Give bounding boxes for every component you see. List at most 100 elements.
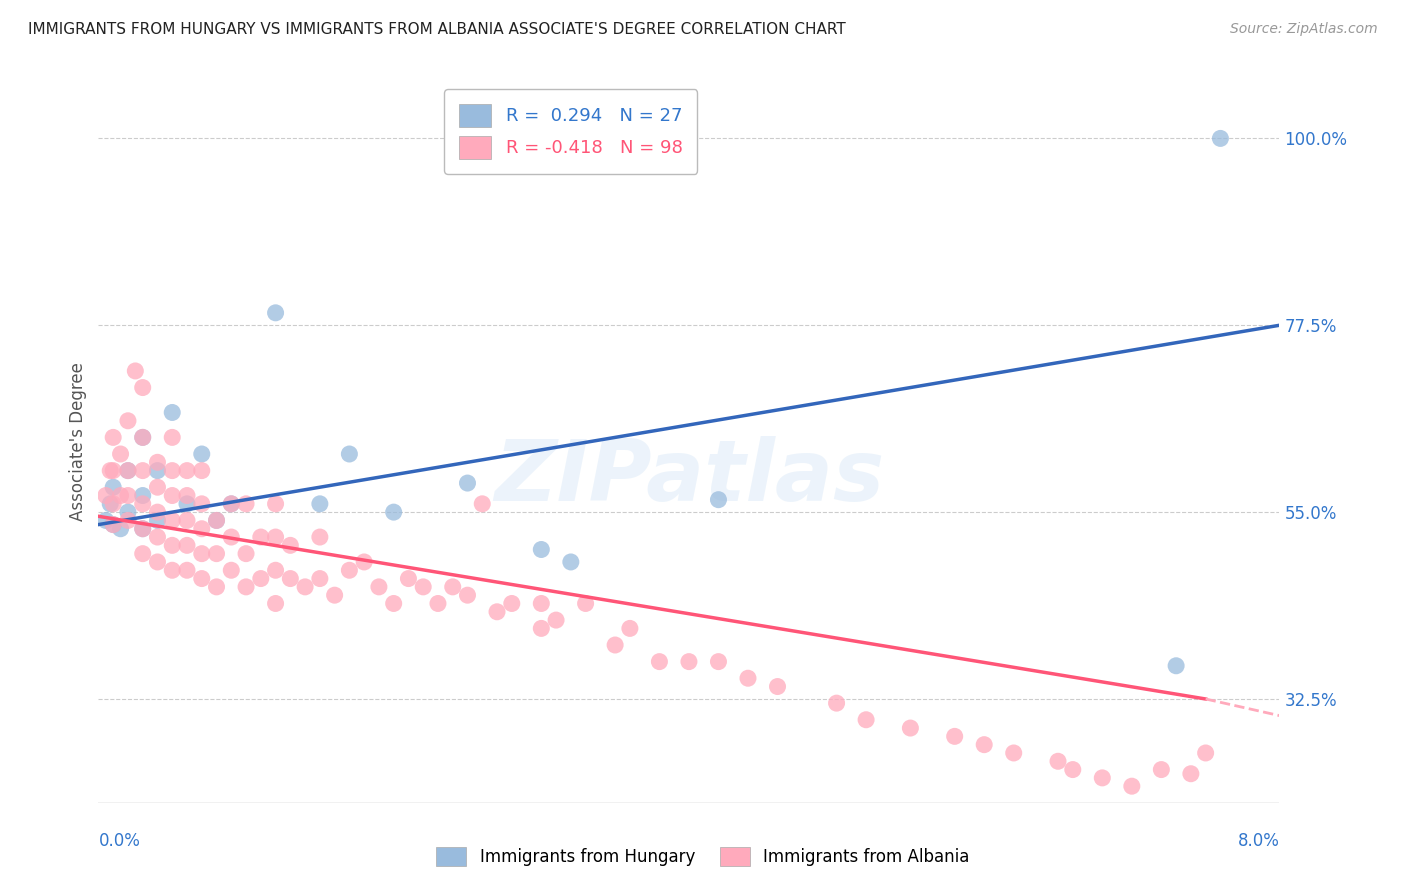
Point — [707, 655, 730, 669]
Point — [221, 497, 243, 511]
Point — [205, 513, 228, 527]
Point — [707, 492, 730, 507]
Point — [1062, 763, 1084, 777]
Point — [1121, 779, 1143, 793]
Point — [530, 597, 553, 611]
Point — [124, 364, 146, 378]
Point — [1002, 746, 1025, 760]
Point — [205, 513, 228, 527]
Point — [264, 306, 287, 320]
Point — [605, 638, 627, 652]
Point — [176, 538, 198, 552]
Point — [132, 380, 155, 394]
Point — [235, 497, 257, 511]
Point — [146, 530, 169, 544]
Point — [412, 580, 434, 594]
Legend: R =  0.294   N = 27, R = -0.418   N = 98: R = 0.294 N = 27, R = -0.418 N = 98 — [444, 89, 697, 174]
Point — [486, 605, 509, 619]
Point — [146, 505, 169, 519]
Point — [176, 464, 198, 478]
Point — [162, 464, 183, 478]
Point — [103, 430, 125, 444]
Point — [221, 563, 243, 577]
Point — [191, 547, 214, 561]
Point — [176, 513, 198, 527]
Point — [339, 447, 361, 461]
Point — [191, 447, 214, 461]
Point — [110, 447, 132, 461]
Text: ZIPatlas: ZIPatlas — [494, 436, 884, 519]
Point — [117, 489, 139, 503]
Point — [146, 464, 169, 478]
Point — [471, 497, 494, 511]
Point — [98, 497, 121, 511]
Point — [943, 730, 966, 744]
Point — [339, 563, 361, 577]
Point — [146, 513, 169, 527]
Point — [235, 547, 257, 561]
Point — [132, 430, 155, 444]
Point — [162, 489, 183, 503]
Point — [530, 542, 553, 557]
Point — [309, 530, 332, 544]
Point — [1091, 771, 1114, 785]
Point — [103, 480, 125, 494]
Point — [162, 563, 183, 577]
Point — [900, 721, 922, 735]
Point — [309, 497, 332, 511]
Point — [264, 497, 287, 511]
Point — [146, 480, 169, 494]
Point — [309, 572, 332, 586]
Point — [280, 572, 302, 586]
Point — [1180, 766, 1202, 780]
Point — [146, 555, 169, 569]
Point — [1046, 754, 1070, 768]
Point — [98, 464, 121, 478]
Point — [162, 405, 183, 419]
Point — [973, 738, 995, 752]
Point — [250, 572, 273, 586]
Point — [855, 713, 877, 727]
Point — [1195, 746, 1218, 760]
Point — [1166, 658, 1188, 673]
Point — [205, 547, 228, 561]
Point — [132, 522, 155, 536]
Point — [530, 621, 553, 635]
Point — [501, 597, 523, 611]
Point — [176, 489, 198, 503]
Point — [103, 517, 125, 532]
Point — [382, 505, 405, 519]
Point — [176, 563, 198, 577]
Text: IMMIGRANTS FROM HUNGARY VS IMMIGRANTS FROM ALBANIA ASSOCIATE'S DEGREE CORRELATIO: IMMIGRANTS FROM HUNGARY VS IMMIGRANTS FR… — [28, 22, 846, 37]
Point — [575, 597, 598, 611]
Point — [1209, 131, 1232, 145]
Point — [427, 597, 450, 611]
Point — [132, 489, 155, 503]
Point — [250, 530, 273, 544]
Point — [441, 580, 464, 594]
Point — [648, 655, 671, 669]
Point — [132, 497, 155, 511]
Point — [110, 489, 132, 503]
Point — [162, 430, 183, 444]
Point — [191, 572, 214, 586]
Point — [132, 522, 155, 536]
Point — [94, 513, 117, 527]
Point — [323, 588, 346, 602]
Point — [103, 497, 125, 511]
Point — [619, 621, 641, 635]
Point — [457, 588, 479, 602]
Point — [398, 572, 420, 586]
Point — [1150, 763, 1173, 777]
Point — [221, 530, 243, 544]
Point — [94, 489, 117, 503]
Text: 0.0%: 0.0% — [98, 832, 141, 850]
Point — [117, 414, 139, 428]
Point — [117, 464, 139, 478]
Text: 8.0%: 8.0% — [1237, 832, 1279, 850]
Point — [280, 538, 302, 552]
Point — [176, 497, 198, 511]
Point — [264, 563, 287, 577]
Point — [353, 555, 375, 569]
Point — [235, 580, 257, 594]
